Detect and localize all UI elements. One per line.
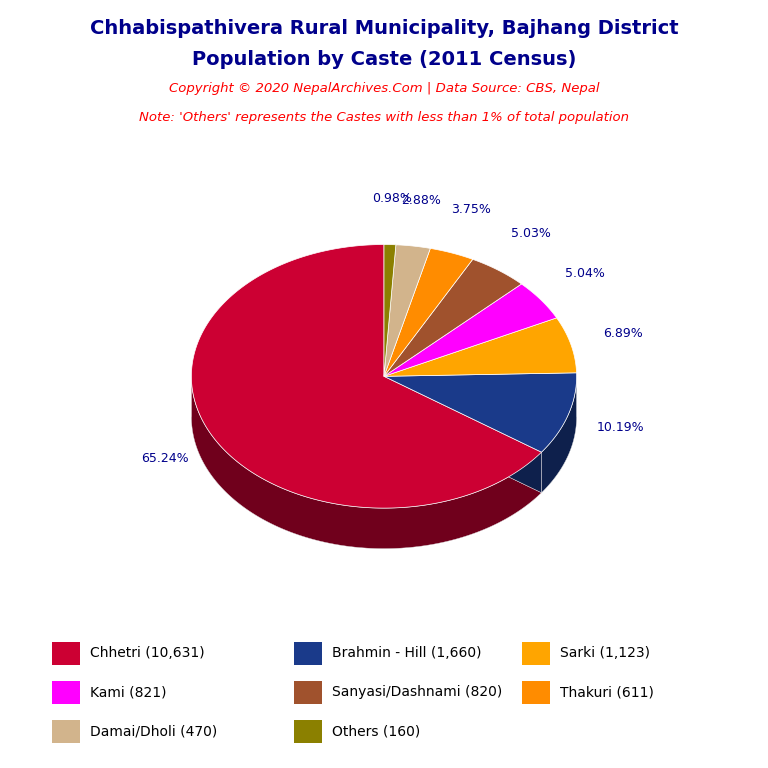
Polygon shape <box>191 244 541 508</box>
Bar <box>52 680 80 704</box>
Polygon shape <box>191 377 541 548</box>
Text: 6.89%: 6.89% <box>604 327 643 340</box>
Text: Population by Caste (2011 Census): Population by Caste (2011 Census) <box>192 50 576 69</box>
Polygon shape <box>384 260 521 376</box>
Bar <box>52 720 80 743</box>
Text: Brahmin - Hill (1,660): Brahmin - Hill (1,660) <box>332 646 482 660</box>
Text: 5.04%: 5.04% <box>565 266 605 280</box>
Text: 65.24%: 65.24% <box>141 452 189 465</box>
Bar <box>294 720 322 743</box>
Text: 3.75%: 3.75% <box>451 204 491 217</box>
Bar <box>522 641 550 665</box>
Text: Chhetri (10,631): Chhetri (10,631) <box>91 646 205 660</box>
Polygon shape <box>384 244 396 376</box>
Text: 2.88%: 2.88% <box>402 194 442 207</box>
Polygon shape <box>384 372 577 452</box>
Text: 10.19%: 10.19% <box>596 422 644 434</box>
Bar <box>294 641 322 665</box>
Bar <box>52 641 80 665</box>
Text: 0.98%: 0.98% <box>372 192 412 205</box>
Text: 5.03%: 5.03% <box>511 227 551 240</box>
Text: Note: 'Others' represents the Castes with less than 1% of total population: Note: 'Others' represents the Castes wit… <box>139 111 629 124</box>
Text: Sanyasi/Dashnami (820): Sanyasi/Dashnami (820) <box>332 685 502 700</box>
Text: Copyright © 2020 NepalArchives.Com | Data Source: CBS, Nepal: Copyright © 2020 NepalArchives.Com | Dat… <box>169 82 599 95</box>
Polygon shape <box>384 284 557 376</box>
Text: Thakuri (611): Thakuri (611) <box>560 685 654 700</box>
Polygon shape <box>191 417 577 548</box>
Polygon shape <box>384 318 577 376</box>
Polygon shape <box>384 376 541 493</box>
Text: Sarki (1,123): Sarki (1,123) <box>560 646 650 660</box>
Polygon shape <box>541 376 577 493</box>
Polygon shape <box>384 245 430 376</box>
Text: Kami (821): Kami (821) <box>91 685 167 700</box>
Text: Others (160): Others (160) <box>332 724 420 739</box>
Bar <box>294 680 322 704</box>
Polygon shape <box>384 248 472 376</box>
Bar <box>522 680 550 704</box>
Polygon shape <box>384 376 541 493</box>
Text: Damai/Dholi (470): Damai/Dholi (470) <box>91 724 217 739</box>
Text: Chhabispathivera Rural Municipality, Bajhang District: Chhabispathivera Rural Municipality, Baj… <box>90 19 678 38</box>
